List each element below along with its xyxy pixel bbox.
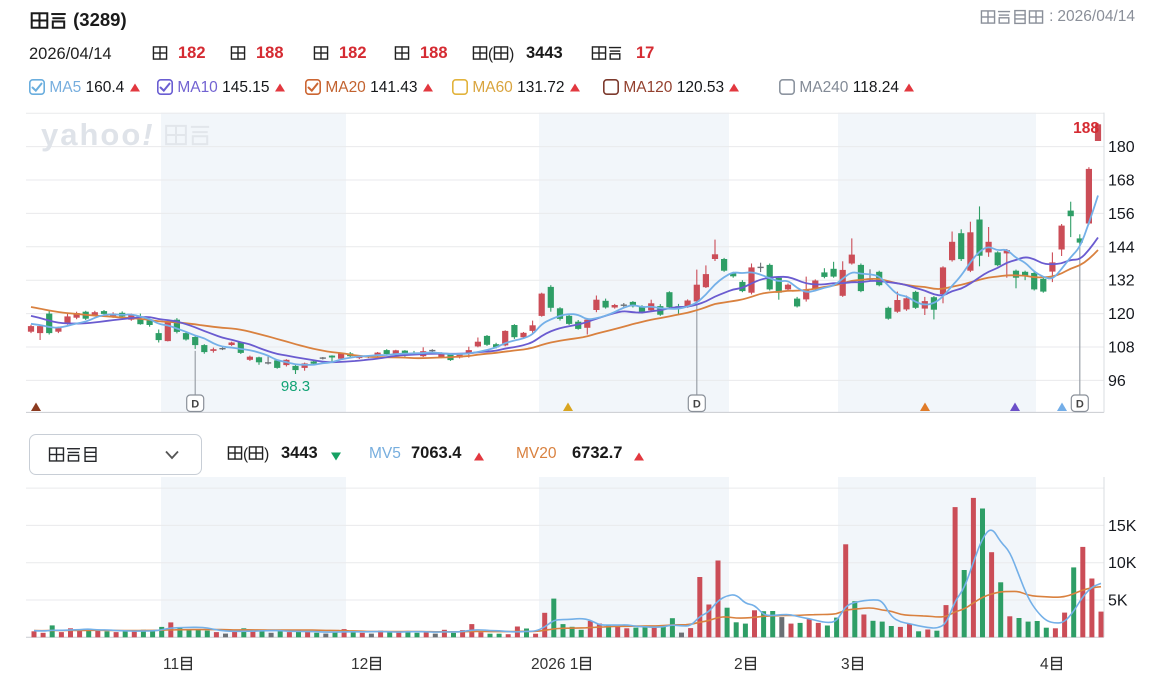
svg-text:188: 188 xyxy=(1073,120,1099,137)
svg-text:156: 156 xyxy=(1108,206,1135,223)
svg-text:120: 120 xyxy=(1108,306,1135,323)
svg-text:144: 144 xyxy=(1108,239,1135,256)
svg-text:132: 132 xyxy=(1108,273,1135,290)
svg-text:15K: 15K xyxy=(1108,518,1137,535)
svg-text:10K: 10K xyxy=(1108,555,1137,572)
svg-text:5K: 5K xyxy=(1108,593,1128,610)
svg-text:180: 180 xyxy=(1108,139,1135,156)
svg-text:98.3: 98.3 xyxy=(281,378,310,395)
svg-text:168: 168 xyxy=(1108,173,1135,190)
svg-text:D: D xyxy=(693,399,701,411)
svg-text:96: 96 xyxy=(1108,373,1126,390)
svg-text:108: 108 xyxy=(1108,340,1135,357)
svg-text:D: D xyxy=(191,399,199,411)
svg-text:D: D xyxy=(1076,399,1084,411)
